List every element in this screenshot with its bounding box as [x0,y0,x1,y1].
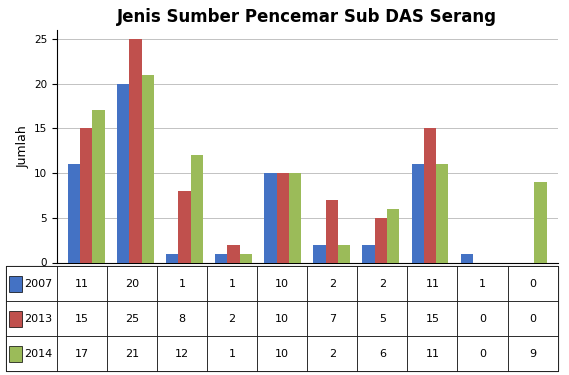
Bar [191,155,203,262]
Text: 5: 5 [379,314,386,324]
Bar [375,218,387,262]
Bar [166,254,179,262]
Text: 10: 10 [275,349,289,359]
Bar [240,254,252,262]
Bar [179,191,191,262]
Bar [436,164,448,262]
Text: 2: 2 [329,349,336,359]
Text: 20: 20 [125,279,139,289]
Text: 25: 25 [125,314,139,324]
Title: Jenis Sumber Pencemar Sub DAS Serang: Jenis Sumber Pencemar Sub DAS Serang [117,8,497,26]
Bar [411,164,424,262]
Bar [129,39,142,262]
Text: 8: 8 [179,314,185,324]
Bar [93,111,105,262]
Bar [265,173,277,262]
Bar [80,128,93,262]
Text: 15: 15 [426,314,439,324]
Bar [215,254,228,262]
Bar [424,128,436,262]
Text: 15: 15 [75,314,89,324]
Bar [314,244,325,262]
Text: 21: 21 [125,349,139,359]
Text: 9: 9 [529,349,536,359]
Bar [117,84,129,262]
Text: 2014: 2014 [24,349,53,359]
Text: 11: 11 [426,349,439,359]
Bar [362,244,375,262]
Text: 1: 1 [229,349,236,359]
Bar [228,244,240,262]
Text: 10: 10 [275,279,289,289]
Bar [387,209,399,262]
Bar [325,200,338,262]
Text: 17: 17 [75,349,89,359]
Bar [534,182,547,262]
Bar [461,254,473,262]
Y-axis label: Jumlah: Jumlah [17,125,30,168]
Text: 7: 7 [329,314,336,324]
Text: 0: 0 [479,314,486,324]
Text: 2: 2 [379,279,386,289]
Text: 10: 10 [275,314,289,324]
Text: 1: 1 [229,279,236,289]
Text: 6: 6 [379,349,386,359]
Bar [277,173,289,262]
Text: 12: 12 [175,349,189,359]
Text: 0: 0 [529,314,536,324]
Text: 2007: 2007 [24,279,53,289]
Text: 11: 11 [426,279,439,289]
Text: 1: 1 [479,279,486,289]
Text: 2: 2 [329,279,336,289]
Bar [142,75,154,262]
Text: 2013: 2013 [24,314,53,324]
Bar [68,164,80,262]
Text: 2: 2 [229,314,236,324]
Text: 0: 0 [529,279,536,289]
Text: 1: 1 [179,279,185,289]
Text: 11: 11 [75,279,89,289]
Text: 0: 0 [479,349,486,359]
Bar [338,244,350,262]
Bar [289,173,301,262]
